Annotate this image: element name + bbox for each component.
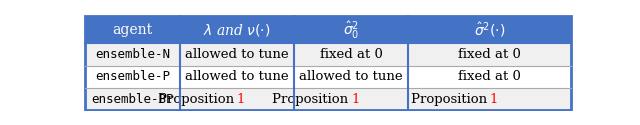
Text: Proposition: Proposition: [273, 93, 351, 106]
Text: fixed at 0: fixed at 0: [319, 48, 383, 61]
Text: $\lambda$ and $\nu(\cdot)$: $\lambda$ and $\nu(\cdot)$: [203, 22, 271, 38]
Text: ensemble-N: ensemble-N: [95, 48, 170, 61]
Text: Proposition: Proposition: [411, 93, 490, 106]
Text: 1: 1: [237, 93, 245, 106]
Bar: [85, 43, 571, 66]
Text: allowed to tune: allowed to tune: [185, 48, 289, 61]
Text: ensemble-BP: ensemble-BP: [91, 93, 173, 106]
Text: fixed at 0: fixed at 0: [458, 70, 521, 83]
Text: $\hat{\sigma}_0^2$: $\hat{\sigma}_0^2$: [343, 19, 359, 41]
Text: ensemble-P: ensemble-P: [95, 70, 170, 83]
Text: fixed at 0: fixed at 0: [458, 48, 521, 61]
Bar: [85, 88, 571, 110]
Text: Proposition: Proposition: [158, 93, 237, 106]
Text: allowed to tune: allowed to tune: [185, 70, 289, 83]
Bar: [85, 66, 571, 88]
Text: $\hat{\sigma}^2(\cdot)$: $\hat{\sigma}^2(\cdot)$: [474, 20, 506, 39]
Text: 1: 1: [351, 93, 360, 106]
Text: 1: 1: [490, 93, 498, 106]
Text: agent: agent: [112, 23, 152, 37]
Bar: [85, 16, 571, 43]
Text: allowed to tune: allowed to tune: [300, 70, 403, 83]
